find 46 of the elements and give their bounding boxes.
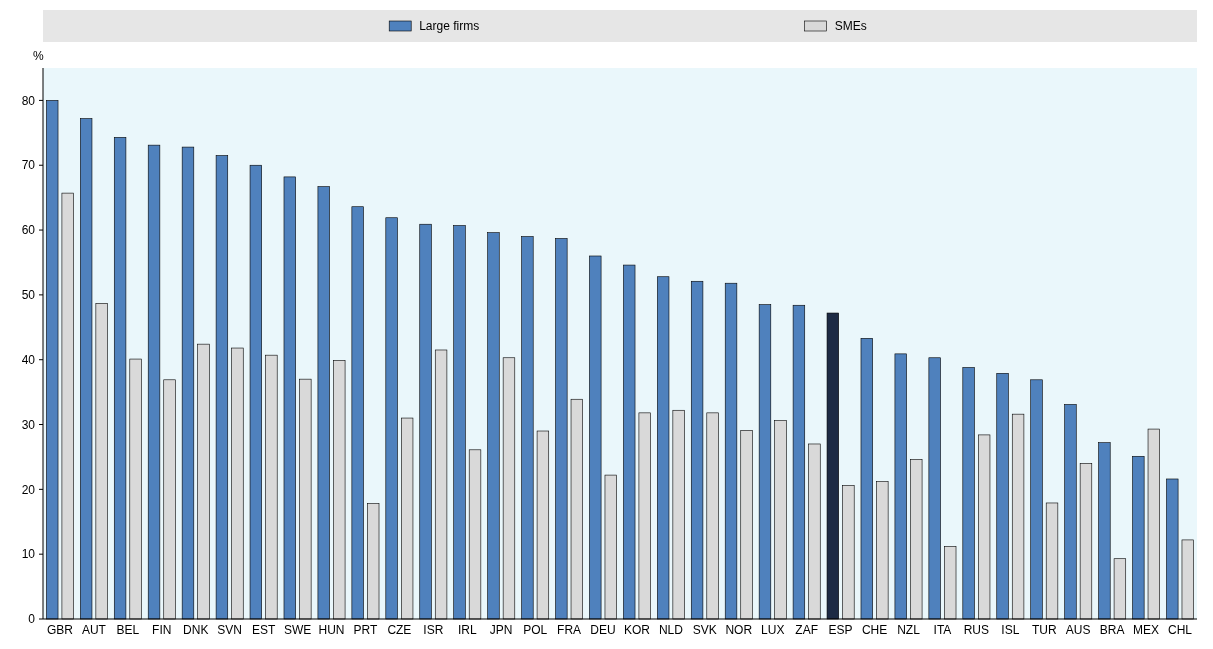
- x-tick-label: NZL: [897, 623, 921, 637]
- x-tick-label: DNK: [183, 623, 209, 637]
- x-tick-label: MEX: [1133, 623, 1160, 637]
- y-tick-label: 50: [21, 288, 36, 303]
- x-tick-label: CHE: [861, 623, 888, 637]
- y-tick-label: 30: [21, 417, 36, 432]
- x-tick-label: DEU: [590, 623, 616, 637]
- x-tick-label: KOR: [623, 623, 651, 637]
- y-tick-label: 70: [21, 158, 36, 173]
- x-tick-label: SVK: [692, 623, 717, 637]
- legend-label: Large firms: [419, 19, 480, 33]
- x-tick-label: NLD: [658, 623, 684, 637]
- x-tick-label: ISL: [1001, 623, 1020, 637]
- y-tick-label: 80: [21, 93, 36, 108]
- x-tick-label: RUS: [963, 623, 990, 637]
- x-tick-label: ZAF: [795, 623, 819, 637]
- legend-label: SMEs: [834, 19, 867, 33]
- x-tick-label: ITA: [933, 623, 952, 637]
- x-tick-label: CZE: [387, 623, 412, 637]
- y-tick-label: 60: [21, 223, 36, 238]
- x-tick-label: AUS: [1065, 623, 1091, 637]
- x-tick-label: IRL: [457, 623, 477, 637]
- x-tick-label: ISR: [423, 623, 444, 637]
- x-tick-label: FRA: [557, 623, 582, 637]
- x-tick-label: HUN: [318, 623, 345, 637]
- x-tick-label: FIN: [152, 623, 172, 637]
- y-tick-label: 10: [21, 547, 36, 562]
- x-tick-label: GBR: [46, 623, 74, 637]
- x-tick-label: POL: [523, 623, 548, 637]
- x-tick-label: TUR: [1031, 623, 1057, 637]
- y-axis-title: %: [33, 49, 44, 63]
- x-tick-label: LUX: [761, 623, 785, 637]
- x-tick-label: ESP: [828, 623, 853, 637]
- y-tick-label: 40: [21, 352, 36, 367]
- x-tick-label: SVN: [217, 623, 243, 637]
- y-tick-label: 0: [28, 612, 36, 627]
- x-tick-label: EST: [251, 623, 276, 637]
- x-tick-label: SWE: [283, 623, 312, 637]
- x-tick-label: AUT: [81, 623, 107, 637]
- y-tick-label: 20: [21, 482, 36, 497]
- x-tick-label: CHL: [1168, 623, 1193, 637]
- x-tick-label: NOR: [725, 623, 753, 637]
- x-tick-label: PRT: [353, 623, 378, 637]
- x-tick-label: JPN: [489, 623, 513, 637]
- x-tick-label: BEL: [116, 623, 140, 637]
- x-tick-label: BRA: [1099, 623, 1125, 637]
